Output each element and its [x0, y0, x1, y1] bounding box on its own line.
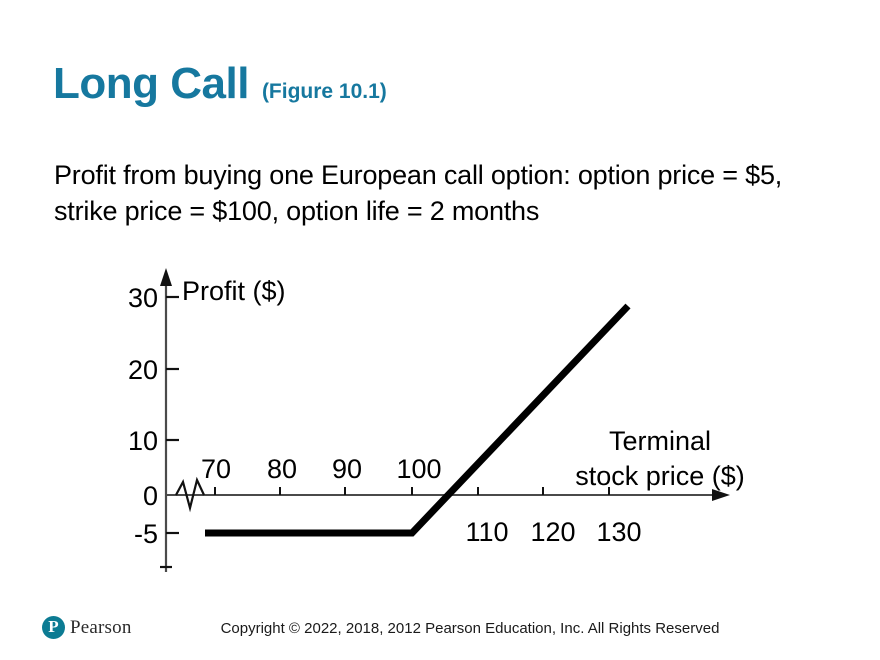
y-axis-ticks: [160, 295, 179, 569]
pearson-wordmark: Pearson: [70, 616, 132, 638]
x-tick-label-130: 130: [596, 517, 641, 547]
copyright-text: Copyright © 2022, 2018, 2012 Pearson Edu…: [220, 620, 720, 637]
payoff-line: [205, 303, 631, 537]
title-figure-reference: (Figure 10.1): [261, 80, 387, 103]
x-tick-label-90: 90: [332, 454, 362, 484]
slide-footer: P Pearson Copyright © 2022, 2018, 2012 P…: [0, 608, 880, 660]
y-axis-title: Profit ($): [182, 276, 286, 306]
body-paragraph: Profit from buying one European call opt…: [54, 160, 783, 226]
y-tick-label-10: 10: [128, 426, 158, 456]
x-axis-title-line1: Terminal: [609, 426, 711, 456]
x-axis-break-icon: [175, 476, 205, 513]
x-tick-label-70: 70: [201, 454, 231, 484]
x-tick-label-110: 110: [465, 517, 508, 547]
x-axis-ticks: [214, 487, 610, 495]
y-axis-tick-labels: 30 20 10 0 -5: [128, 283, 158, 549]
y-tick-label-20: 20: [128, 355, 158, 385]
y-tick-label-30: 30: [128, 283, 158, 313]
title-main-text: Long Call: [53, 59, 249, 108]
x-tick-label-100: 100: [396, 454, 441, 484]
x-axis-title-line2: stock price ($): [575, 461, 745, 491]
x-axis-tick-labels-above: 70 80 90 100: [201, 454, 442, 484]
x-tick-label-80: 80: [267, 454, 297, 484]
y-tick-label-0: 0: [143, 481, 158, 511]
x-axis: [166, 489, 730, 501]
x-tick-label-120: 120: [530, 517, 575, 547]
pearson-logo: P Pearson: [42, 616, 132, 639]
page-title: Long Call (Figure 10.1): [53, 62, 387, 106]
x-axis-tick-labels-below: 110 120 130: [465, 517, 641, 547]
pearson-logo-letter: P: [48, 617, 59, 636]
y-tick-label-neg5: -5: [134, 519, 158, 549]
pearson-circle-icon: P: [42, 616, 65, 639]
y-axis: [160, 268, 172, 572]
